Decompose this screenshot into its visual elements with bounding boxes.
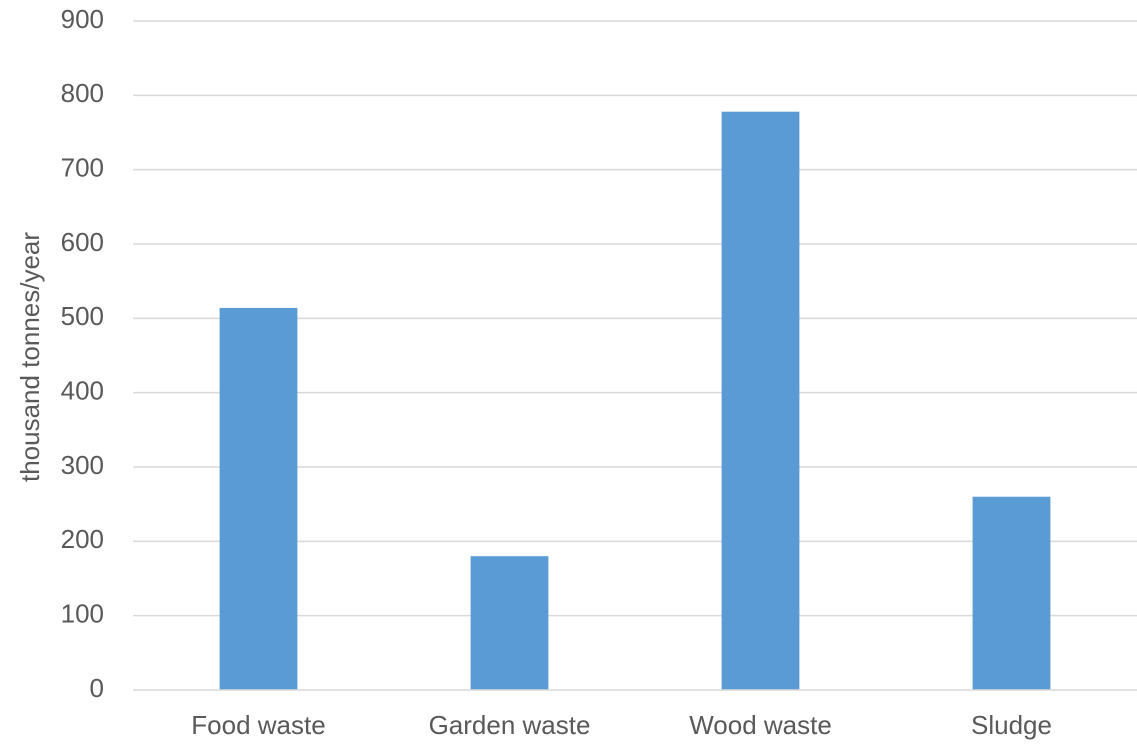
y-tick-label: 200 <box>61 524 104 554</box>
y-tick-label: 500 <box>61 301 104 331</box>
x-tick-label: Garden waste <box>429 710 591 740</box>
y-tick-label: 700 <box>61 153 104 183</box>
y-tick-label: 900 <box>61 4 104 34</box>
x-tick-label: Wood waste <box>689 710 832 740</box>
bar-food-waste <box>219 307 298 690</box>
x-tick-labels: Food waste Garden waste Wood waste Sludge <box>191 710 1052 740</box>
y-tick-label: 400 <box>61 376 104 406</box>
x-tick-label: Food waste <box>191 710 325 740</box>
bar-sludge <box>972 496 1051 690</box>
gridlines <box>133 20 1137 617</box>
y-tick-label: 0 <box>90 673 104 703</box>
bars <box>219 111 1051 691</box>
bar-garden-waste <box>470 556 549 690</box>
y-tick-label: 300 <box>61 450 104 480</box>
x-tick-label: Sludge <box>971 710 1052 740</box>
y-axis-title: thousand tonnes/year <box>15 232 45 482</box>
y-tick-label: 100 <box>61 599 104 629</box>
bar-wood-waste <box>721 111 800 691</box>
y-tick-labels: 0 100 200 300 400 500 600 700 800 900 <box>61 4 104 703</box>
y-tick-label: 800 <box>61 78 104 108</box>
y-tick-label: 600 <box>61 227 104 257</box>
